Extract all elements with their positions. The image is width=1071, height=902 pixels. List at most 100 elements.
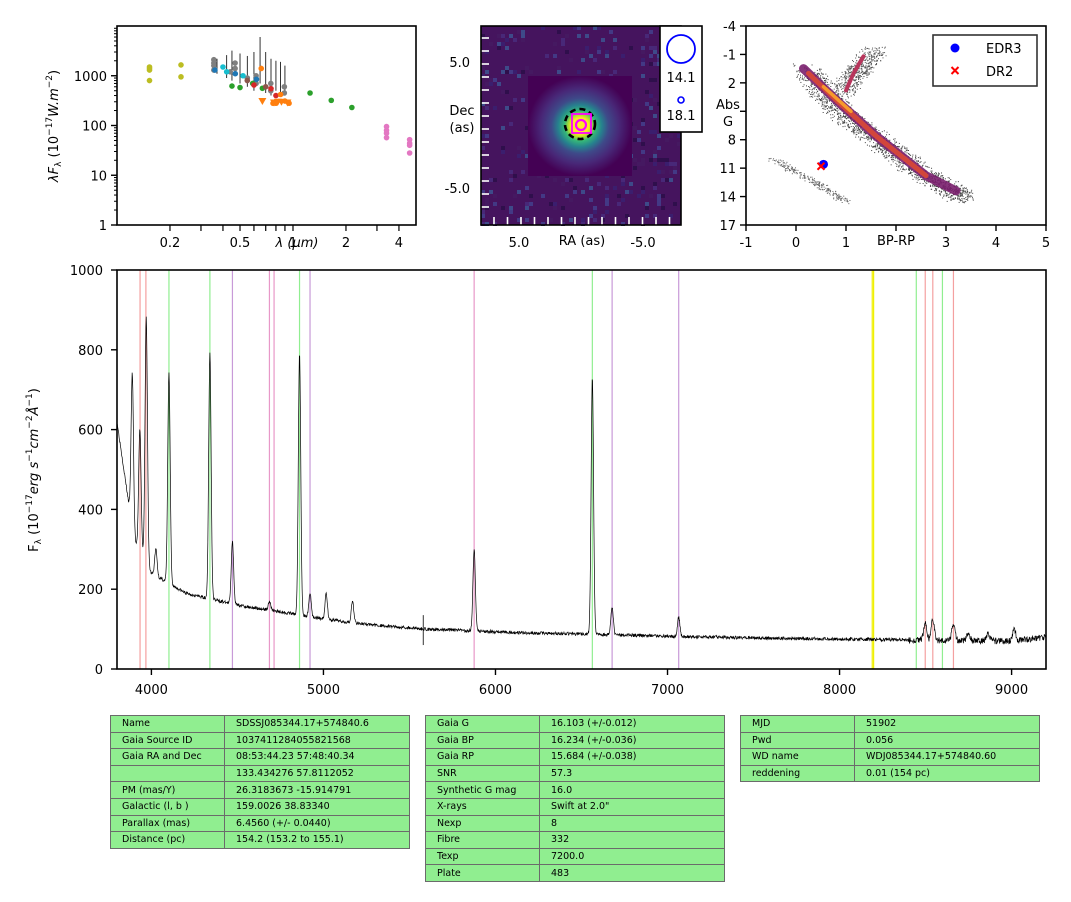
spectrum-y-tick-label: 600: [78, 424, 103, 439]
sed-point: [220, 64, 226, 70]
hr-density-dot: [876, 144, 878, 146]
hr-density-dot: [921, 178, 923, 180]
hr-density-dot: [775, 159, 777, 161]
hr-density-dot: [869, 145, 871, 147]
hr-density-dot: [836, 198, 838, 200]
hr-density-dot: [795, 169, 797, 171]
hr-density-dot: [782, 160, 784, 162]
hr-density-dot: [866, 74, 868, 76]
hr-density-dot: [826, 192, 828, 194]
hr-density-dot: [951, 198, 953, 200]
hr-density-dot: [838, 195, 840, 197]
hr-density-dot: [804, 176, 806, 178]
hr-density-dot: [909, 168, 911, 170]
image-noise-pixel: [609, 30, 613, 34]
hr-density-dot: [822, 97, 824, 99]
hr-density-dot: [870, 67, 872, 69]
hr-density-dot: [818, 73, 820, 75]
hr-density-dot: [821, 98, 823, 100]
hr-y-tick-label: 11: [719, 162, 736, 177]
info-table-key: Distance (pc): [110, 831, 225, 849]
image-noise-pixel: [661, 170, 665, 174]
sed-point: [267, 80, 274, 87]
hr-density-dot: [818, 102, 820, 104]
image-noise-pixel: [509, 34, 513, 38]
hr-density-dot: [808, 86, 810, 88]
hr-density-dot: [867, 65, 869, 67]
hr-density-dot: [870, 68, 872, 70]
hr-density-dot: [799, 177, 801, 179]
hr-density-dot: [813, 180, 815, 182]
image-noise-pixel: [645, 38, 649, 42]
info-table-key: Gaia RP: [425, 748, 540, 766]
hr-density-dot: [811, 89, 813, 91]
hr-density-dot: [893, 144, 895, 146]
hr-density-dot: [821, 96, 823, 98]
hr-density-dot: [874, 60, 876, 62]
hr-density-dot: [863, 52, 865, 54]
image-noise-pixel: [481, 214, 485, 218]
hr-density-dot: [837, 83, 839, 85]
hr-density-dot: [865, 66, 867, 68]
hr-density-dot: [880, 149, 882, 151]
hr-density-dot: [830, 104, 832, 106]
info-table-row: Gaia G 16.103 (+/-0.012): [425, 715, 725, 733]
hr-density-dot: [871, 63, 873, 65]
hr-density-dot: [826, 112, 828, 114]
hr-density-dot: [819, 70, 821, 72]
hr-density-dot: [788, 169, 790, 171]
hr-density-dot: [839, 83, 841, 85]
image-legend-box: [659, 25, 703, 133]
hr-density-dot: [857, 77, 859, 79]
info-table-key: [110, 764, 225, 783]
hr-density-dot: [876, 63, 878, 65]
info-table-row: Fibre 332: [425, 831, 725, 849]
hr-density-dot: [867, 121, 869, 123]
sed-point: [232, 60, 238, 66]
hr-density-dot: [912, 178, 914, 180]
hr-density-dot: [839, 78, 841, 80]
hr-density-dot: [859, 51, 861, 53]
hr-density-dot: [799, 175, 801, 177]
hr-density-dot: [965, 187, 967, 189]
hr-density-dot: [802, 78, 804, 80]
hr-density-dot: [837, 108, 839, 110]
hr-density-dot: [894, 144, 896, 146]
hr-density-dot: [859, 81, 861, 83]
hr-density-dot: [877, 144, 879, 146]
hr-density-dot: [938, 172, 940, 174]
hr-density-dot: [867, 52, 869, 54]
hr-density-dot: [856, 88, 858, 90]
hr-density-dot: [856, 84, 858, 86]
hr-density-dot: [914, 159, 916, 161]
hr-density-dot: [781, 165, 783, 167]
hr-density-dot: [921, 165, 923, 167]
hr-density-dot: [810, 181, 812, 183]
hr-density-dot: [848, 71, 850, 73]
hr-density-dot: [818, 188, 820, 190]
hr-density-dot: [852, 60, 854, 62]
hr-density-dot: [935, 189, 937, 191]
hr-density-dot: [836, 90, 838, 92]
image-noise-pixel: [493, 194, 497, 198]
hr-density-dot: [876, 128, 878, 130]
hr-density-dot: [969, 195, 971, 197]
hr-density-dot: [859, 129, 861, 131]
hr-density-dot: [788, 165, 790, 167]
hr-density-dot: [769, 158, 771, 160]
hr-density-dot: [942, 178, 944, 180]
hr-density-dot: [859, 72, 861, 74]
hr-density-dot: [961, 194, 963, 196]
info-table-value: 16.234 (+/-0.036): [539, 731, 725, 750]
hr-dr2-point: [816, 162, 826, 171]
image-noise-pixel: [569, 58, 573, 62]
hr-density-dot: [857, 71, 859, 73]
hr-density-dot: [880, 55, 882, 57]
hr-density-dot: [865, 56, 867, 58]
hr-density-dot: [794, 170, 796, 172]
hr-density-dot: [834, 84, 836, 86]
hr-density-dot: [814, 178, 816, 180]
hr-density-dot: [893, 156, 895, 158]
hr-density-dot: [819, 68, 821, 70]
hr-density-dot: [825, 80, 827, 82]
